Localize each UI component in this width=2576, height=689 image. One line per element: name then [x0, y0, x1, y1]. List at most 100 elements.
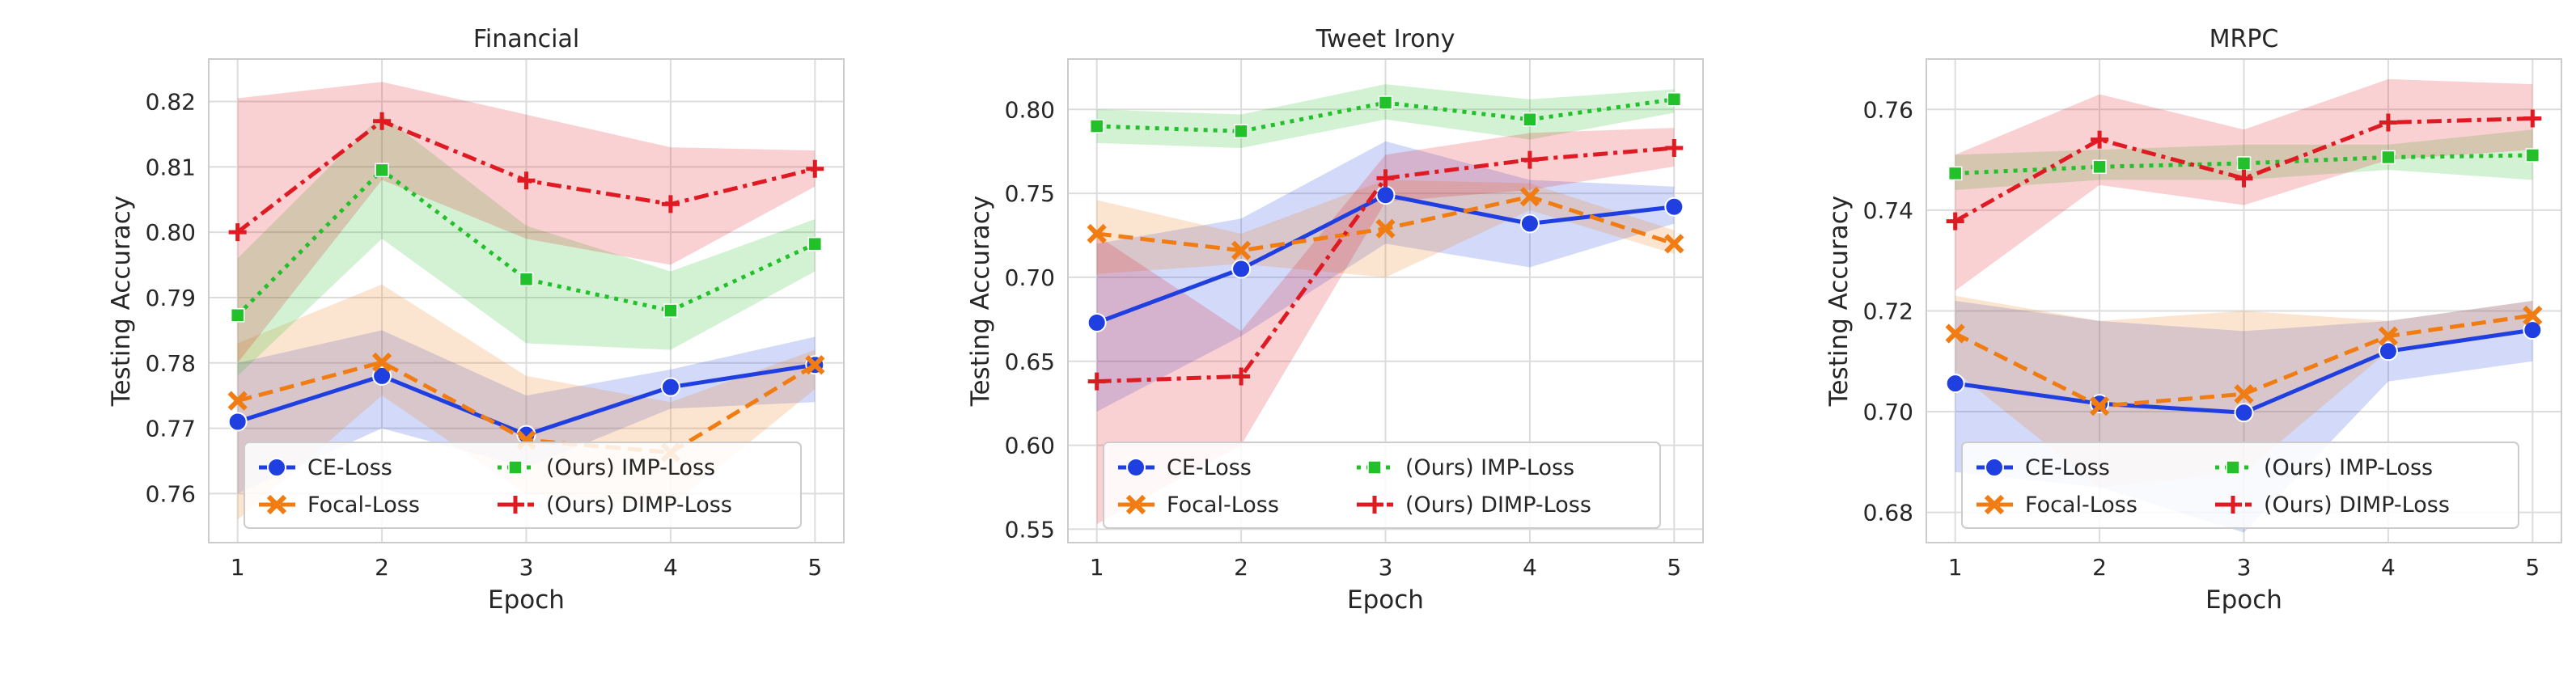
- data-point-ours-imp-loss: [663, 303, 678, 318]
- y-tick-label: 0.80: [146, 219, 196, 246]
- legend-marker: [1366, 496, 1383, 514]
- data-point-ours-dimp-loss: [1946, 212, 1964, 230]
- data-point-ce-loss: [1945, 374, 1965, 394]
- data-point-ours-dimp-loss: [661, 195, 680, 213]
- legend-marker: [506, 496, 524, 514]
- data-point-ours-imp-loss: [2381, 150, 2396, 165]
- y-tick-label: 0.74: [1863, 197, 1913, 224]
- y-tick-label: 0.75: [1005, 180, 1055, 207]
- y-tick-label: 0.68: [1863, 500, 1913, 526]
- data-point-ce-loss: [372, 366, 392, 386]
- series-ours-dimp-loss: [1946, 109, 2542, 230]
- y-tick-label: 0.65: [1005, 349, 1055, 375]
- data-point-ce-loss: [2234, 403, 2254, 423]
- data-point-ours-dimp-loss: [1520, 150, 1539, 169]
- data-point-focal-loss: [1087, 223, 1107, 244]
- legend-item-focal-loss: Focal-Loss: [1118, 492, 1279, 518]
- data-point-ours-dimp-loss: [806, 159, 824, 178]
- legend-marker: [2224, 496, 2242, 514]
- legend-item-ce-loss: CE-Loss: [259, 455, 392, 480]
- data-point-ours-imp-loss: [375, 163, 389, 178]
- data-point-focal-loss: [2234, 384, 2254, 404]
- series-ours-imp-loss: [230, 163, 823, 323]
- legend-box: [1103, 442, 1661, 529]
- data-point-ours-dimp-loss: [1087, 372, 1106, 391]
- series-ours-imp-loss: [1089, 92, 1682, 139]
- series-ours-imp-loss: [1947, 148, 2540, 181]
- legend-marker: [2226, 460, 2240, 475]
- y-axis-label: Testing Accuracy: [966, 196, 995, 407]
- chart-title: Financial: [473, 25, 579, 53]
- axes-frame: [1926, 58, 2562, 543]
- x-axis-label: Epoch: [1347, 585, 1424, 615]
- x-tick-label: 5: [2525, 554, 2540, 581]
- y-tick-label: 0.82: [146, 89, 196, 116]
- axes-frame: [208, 58, 845, 543]
- legend-label: Focal-Loss: [307, 492, 420, 518]
- chart-svg-financial: 1 2 3 4 5 0.76 0.77 0.78 0.79 0.80 0.81 0.82 Financi…: [107, 25, 845, 615]
- chart-title: MRPC: [2210, 25, 2279, 53]
- legend: CE-Loss Focal-Loss (Ours) IMP-Loss (Ours) D…: [244, 442, 802, 529]
- legend-marker: [1367, 460, 1382, 475]
- data-point-ce-loss: [227, 412, 248, 432]
- band-ce-loss: [1096, 141, 1675, 412]
- legend-item-ce-loss: CE-Loss: [1976, 455, 2110, 480]
- y-tick-label: 0.77: [146, 416, 196, 442]
- series-line-ours-imp-loss: [235, 167, 816, 317]
- axes-frame: [1067, 58, 1704, 543]
- data-point-focal-loss: [1945, 323, 1965, 344]
- chart-svg-tweet-irony: 1 2 3 4 5 0.55 0.60 0.65 0.70 0.75 0.80 Tweet Irony…: [966, 25, 1704, 615]
- data-point-ce-loss: [1519, 213, 1540, 234]
- chart-svg-mrpc: 1 2 3 4 5 0.68 0.70 0.72 0.74 0.76 MRPC Epoch Testin…: [1824, 25, 2562, 615]
- data-point-focal-loss: [1664, 234, 1684, 254]
- y-axis-label: Testing Accuracy: [107, 196, 136, 407]
- data-point-ours-dimp-loss: [1232, 367, 1251, 386]
- data-point-focal-loss: [227, 391, 248, 411]
- x-tick-label: 1: [1948, 554, 1963, 581]
- legend: CE-Loss Focal-Loss (Ours) IMP-Loss (Ours) D…: [1961, 442, 2519, 529]
- legend-item-ours-dimp-loss: (Ours) DIMP-Loss: [498, 492, 732, 518]
- data-point-focal-loss: [1375, 218, 1396, 239]
- x-tick-label: 1: [1090, 554, 1104, 581]
- data-point-ce-loss: [1664, 197, 1684, 217]
- series-ours-dimp-loss: [228, 112, 824, 242]
- data-point-focal-loss: [2523, 305, 2543, 326]
- data-point-ours-dimp-loss: [2235, 169, 2253, 188]
- legend-label: Focal-Loss: [2025, 492, 2137, 518]
- x-tick-label: 4: [1523, 554, 1537, 581]
- data-point-focal-loss: [1231, 240, 1252, 260]
- data-point-ours-imp-loss: [1523, 112, 1537, 127]
- y-tick-label: 0.60: [1005, 433, 1055, 459]
- legend-label: (Ours) DIMP-Loss: [546, 492, 732, 518]
- y-tick-label: 0.55: [1005, 516, 1055, 543]
- legend-item-focal-loss: Focal-Loss: [259, 492, 420, 518]
- x-axis-label: Epoch: [2205, 585, 2282, 615]
- data-point-ce-loss: [1231, 259, 1252, 279]
- legend-label: (Ours) DIMP-Loss: [2264, 492, 2450, 518]
- chart-financial: 1 2 3 4 5 0.76 0.77 0.78 0.79 0.80 0.81 0.82 Financi…: [0, 0, 858, 686]
- legend-marker: [1126, 458, 1146, 477]
- data-point-ce-loss: [2523, 320, 2543, 340]
- data-point-ce-loss: [1375, 185, 1396, 205]
- data-point-ours-imp-loss: [1667, 92, 1682, 107]
- y-tick-label: 0.81: [146, 154, 196, 180]
- x-tick-label: 3: [2237, 554, 2252, 581]
- x-tick-label: 4: [2381, 554, 2396, 581]
- legend-item-ours-dimp-loss: (Ours) DIMP-Loss: [2215, 492, 2450, 518]
- x-tick-label: 2: [1234, 554, 1248, 581]
- data-point-ours-imp-loss: [1947, 166, 1963, 181]
- data-point-focal-loss: [2378, 326, 2399, 346]
- chart-tweet-irony: 1 2 3 4 5 0.55 0.60 0.65 0.70 0.75 0.80 Tweet Irony…: [859, 0, 1718, 686]
- x-tick-label: 3: [1379, 554, 1393, 581]
- series-ce-loss: [1087, 185, 1684, 332]
- x-tick-label: 3: [519, 554, 534, 581]
- band-ours-dimp-loss: [237, 82, 816, 363]
- series-focal-loss: [1945, 305, 2543, 416]
- y-tick-label: 0.70: [1863, 399, 1913, 425]
- series-ours-dimp-loss: [1087, 139, 1684, 391]
- y-tick-label: 0.78: [146, 350, 196, 377]
- legend: CE-Loss Focal-Loss (Ours) IMP-Loss (Ours) D…: [1103, 442, 1661, 529]
- data-point-ours-imp-loss: [1378, 95, 1393, 110]
- chart-mrpc: 1 2 3 4 5 0.68 0.70 0.72 0.74 0.76 MRPC Epoch Testin…: [1718, 0, 2576, 686]
